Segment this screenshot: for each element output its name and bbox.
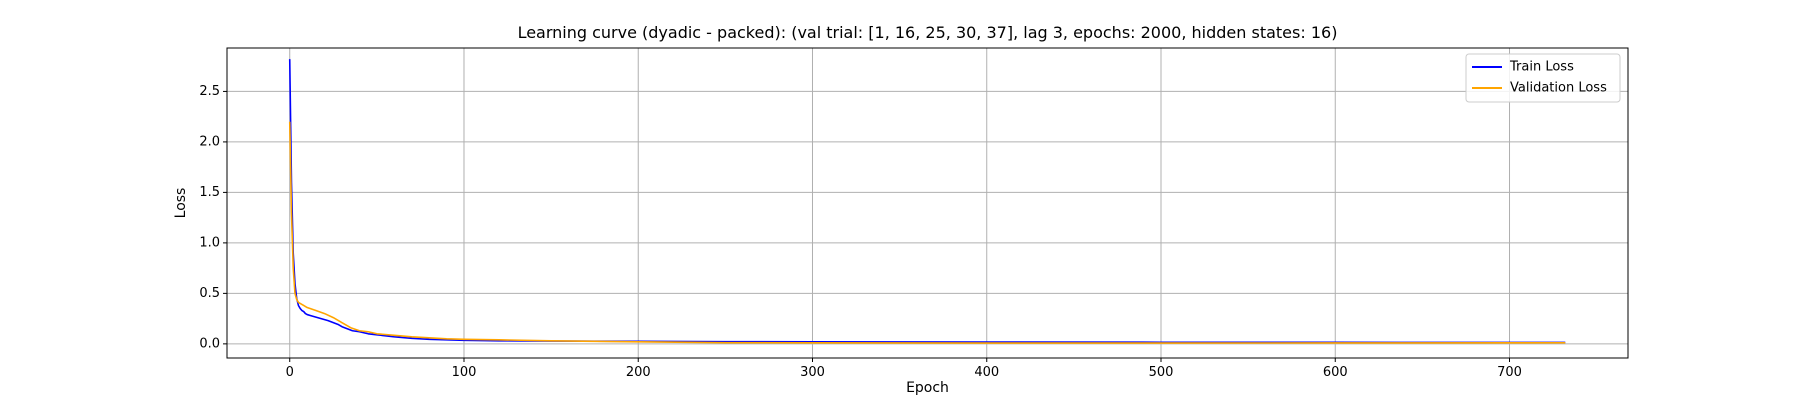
x-tick-label: 0: [286, 365, 294, 380]
legend-label-train: Train Loss: [1509, 60, 1574, 75]
y-tick-label: 0.0: [199, 336, 220, 351]
y-axis-label: Loss: [173, 188, 189, 219]
x-tick-label: 700: [1497, 365, 1522, 380]
y-tick-label: 1.5: [199, 185, 220, 200]
y-tick-label: 2.5: [199, 84, 220, 99]
legend-box: [1465, 53, 1621, 103]
legend-label-validation: Validation Loss: [1510, 81, 1607, 96]
series-lines: [288, 59, 1566, 344]
y-tick-label: 1.0: [199, 235, 220, 250]
grid: [227, 48, 1628, 358]
plot-frame: [226, 47, 1629, 359]
x-tick-label: 100: [452, 365, 477, 380]
axis-ticks: 0 100 200 300 400 500 600 700 0.0 0.5 1.0 1.5 2.0 2.5: [199, 84, 1522, 380]
x-tick-label: 200: [626, 365, 651, 380]
y-tick-label: 2.0: [199, 134, 220, 149]
x-axis-label: Epoch: [906, 380, 949, 396]
legend: Train Loss Validation Loss: [1465, 53, 1621, 103]
series-line-validation-loss: [288, 121, 1566, 344]
x-tick-label: 600: [1323, 365, 1348, 380]
chart-title: Learning curve (dyadic - packed): (val t…: [518, 23, 1338, 42]
series-line-train-loss: [288, 59, 1566, 344]
y-tick-label: 0.5: [199, 286, 220, 301]
x-tick-label: 400: [974, 365, 999, 380]
x-tick-label: 500: [1149, 365, 1174, 380]
x-tick-label: 300: [800, 365, 825, 380]
